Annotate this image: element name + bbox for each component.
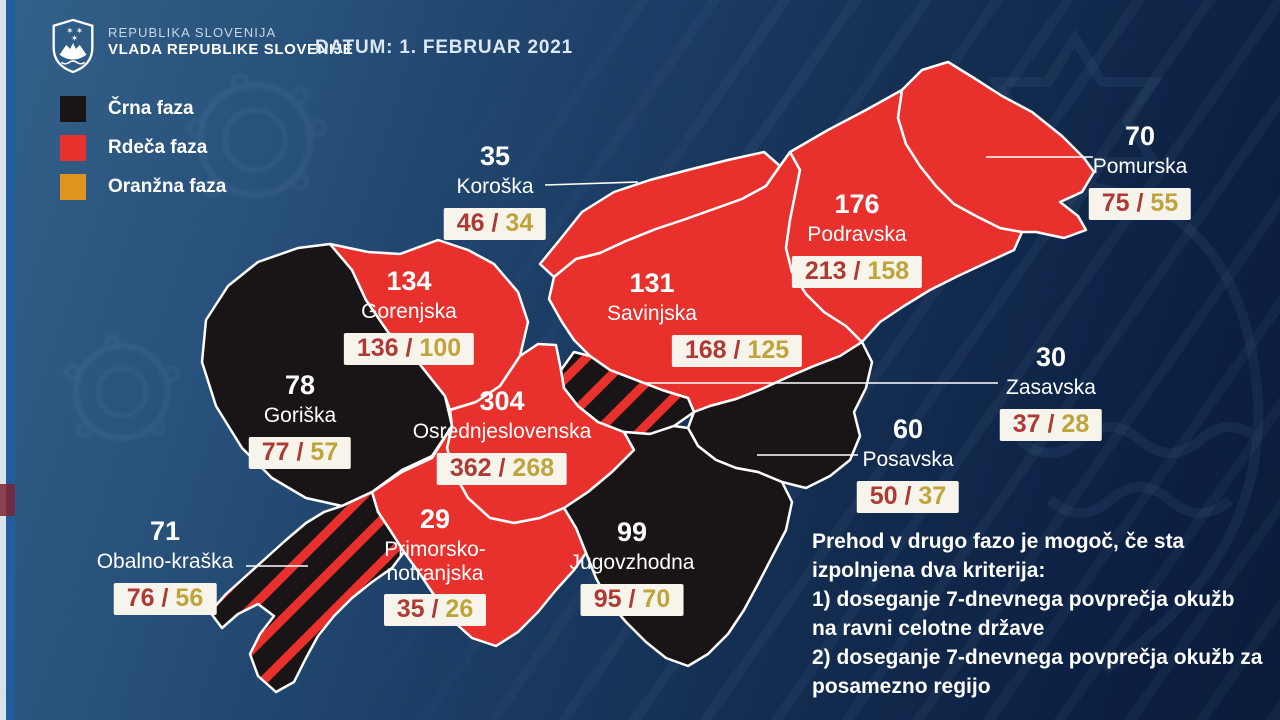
note-line-1: Prehod v drugo fazo je mogoč, če sta izp… (812, 530, 1185, 582)
label-podravska: 176 Podravska 213 / 158 (791, 189, 923, 288)
region-name: Koroška (456, 175, 534, 198)
region-threshold-box: 46 / 34 (443, 207, 547, 240)
coat-waves (60, 60, 86, 65)
org-name-line2: VLADA REPUBLIKE SLOVENIJE (108, 41, 354, 58)
label-posavska: 60 Posavska 50 / 37 (856, 414, 960, 513)
label-gorenjska: 134 Gorenjska 136 / 100 (343, 266, 475, 365)
region-name: Goriška (263, 404, 337, 427)
red-phase-swatch (60, 135, 86, 161)
region-name: Podravska (807, 223, 907, 246)
note-line-3: 2) doseganje 7-dnevnega povprečja okužb … (812, 645, 1263, 698)
region-name: Jugovzhodna (569, 551, 695, 574)
region-current-value: 134 (386, 266, 432, 296)
black-phase-swatch (60, 96, 86, 122)
region-pomurska (896, 60, 1096, 240)
region-threshold-box: 362 / 268 (436, 452, 568, 485)
label-savinjska: 131 Savinjska 168 / 125 (587, 268, 803, 367)
region-threshold-box: 95 / 70 (580, 583, 684, 616)
region-name: Gorenjska (361, 300, 457, 323)
orange-phase-swatch (60, 174, 86, 200)
region-threshold-box: 50 / 37 (856, 480, 960, 513)
label-koroska: 35 Koroška 46 / 34 (443, 141, 547, 240)
slovenia-coat-of-arms-icon: ✶ ✶ ✶ (52, 18, 94, 74)
region-name: Pomurska (1092, 155, 1188, 178)
label-pomurska: 70 Pomurska 75 / 55 (1088, 121, 1192, 220)
region-threshold-box: 75 / 55 (1088, 187, 1192, 220)
flag-stripe-blue (6, 0, 15, 720)
coat-star: ✶ (71, 33, 78, 43)
legend-label: Oranžna faza (108, 176, 227, 197)
region-current-value: 99 (616, 517, 648, 547)
legend-item-orange-phase: Oranžna faza (60, 174, 226, 200)
note-line-2: 1) doseganje 7-dnevnega povprečja okužb … (812, 587, 1235, 640)
region-threshold-box: 35 / 26 (383, 594, 487, 627)
phase-transition-note: Prehod v drugo fazo je mogoč, če sta izp… (812, 528, 1264, 702)
region-current-value: 30 (1035, 342, 1067, 372)
flag-stripe-red (0, 484, 15, 516)
label-goriska: 78 Goriška 77 / 57 (248, 370, 352, 469)
koroska-leader-line (544, 181, 639, 186)
coat-star: ✶ (76, 25, 83, 35)
legend-item-red-phase: Rdeča faza (60, 135, 207, 161)
region-threshold-box: 76 / 56 (113, 582, 217, 615)
coat-mountain (59, 43, 87, 60)
region-name: Posavska (862, 448, 954, 471)
region-name: Obalno-kraška (96, 550, 234, 573)
region-threshold-box: 168 / 125 (671, 334, 803, 367)
flag-stripe-white (0, 0, 6, 720)
label-jugovzhodna: 99 Jugovzhodna 95 / 70 (569, 517, 695, 616)
region-primorsko-notranjska (370, 424, 588, 648)
region-current-value: 60 (892, 414, 924, 444)
region-current-value: 70 (1124, 121, 1156, 151)
legend-label: Črna faza (108, 98, 194, 119)
region-name: Savinjska (607, 302, 697, 325)
region-threshold-box: 77 / 57 (248, 436, 352, 469)
label-obalno-kraska: 71 Obalno-kraška 76 / 56 (96, 516, 234, 615)
region-name: Primorsko-notranjska (384, 538, 486, 585)
date-label: DATUM: 1. FEBRUAR 2021 (315, 37, 573, 58)
label-primorsko-notranjska: 29 Primorsko-notranjska 35 / 26 (369, 504, 501, 627)
region-threshold-box: 213 / 158 (791, 255, 923, 288)
label-osrednjeslovenska: 304 Osrednjeslovenska 362 / 268 (412, 386, 592, 485)
region-current-value: 71 (149, 516, 181, 546)
region-current-value: 131 (629, 268, 675, 298)
region-name: Zasavska (1006, 376, 1096, 399)
region-threshold-box: 136 / 100 (343, 332, 475, 365)
region-current-value: 78 (284, 370, 316, 400)
region-threshold-box: 37 / 28 (999, 408, 1103, 441)
coat-star: ✶ (66, 25, 73, 35)
label-zasavska: 30 Zasavska 37 / 28 (999, 342, 1103, 441)
region-current-value: 176 (834, 189, 880, 219)
legend-item-black-phase: Črna faza (60, 96, 194, 122)
virus-watermark (64, 73, 327, 441)
region-current-value: 35 (479, 141, 511, 171)
region-current-value: 304 (479, 386, 525, 416)
region-obalno-kraska (208, 490, 406, 694)
legend-label: Rdeča faza (108, 137, 208, 158)
region-current-value: 29 (419, 504, 451, 534)
org-name-line1: REPUBLIKA SLOVENIJA (108, 25, 277, 40)
region-name: Osrednjeslovenska (412, 420, 592, 443)
